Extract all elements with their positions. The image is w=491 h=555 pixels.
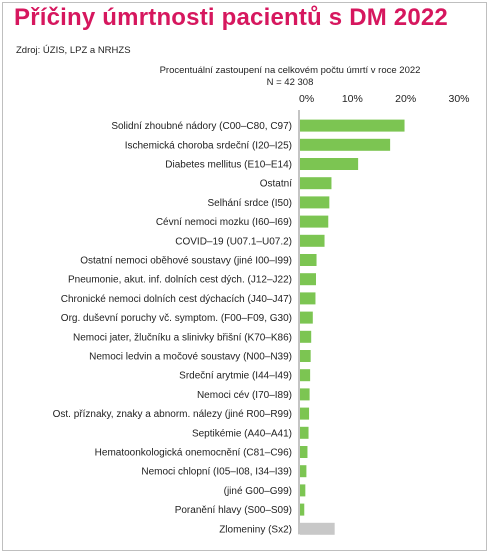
source-note: Zdroj: ÚZIS, LPZ a NRHZS: [16, 45, 131, 56]
bar: [300, 119, 405, 132]
bar: [300, 465, 307, 478]
bar: [300, 407, 310, 420]
category-label: Solidní zhoubné nádory (C00–C80, C97): [111, 121, 292, 132]
category-label: (jiné G00–G99): [224, 486, 292, 497]
bar: [300, 292, 316, 305]
category-label: Nemoci ledvin a močové soustavy (N00–N39…: [89, 352, 292, 363]
category-label: Nemoci jater, žlučníku a slinivky břišní…: [73, 332, 292, 343]
category-label: Nemoci chlopní (I05–I08, I34–I39): [141, 467, 292, 478]
bar: [300, 177, 332, 190]
category-label: Ischemická choroba srdeční (I20–I25): [125, 140, 292, 151]
category-label: Srdeční arytmie (I44–I49): [179, 371, 292, 382]
category-label: COVID–19 (U07.1–U07.2): [175, 236, 292, 247]
x-tick-label: 30%: [448, 93, 469, 105]
chart-sample-size: N = 42 308: [266, 77, 314, 88]
category-label: Zlomeniny (Sx2): [219, 524, 292, 535]
bar: [300, 484, 306, 497]
category-label: Ostatní nemoci oběhové soustavy (jiné I0…: [80, 256, 292, 267]
category-label: Hematoonkologická onemocnění (C81–C96): [95, 448, 292, 459]
x-tick-label: 20%: [395, 93, 416, 105]
page-title: Příčiny úmrtnosti pacientů s DM 2022: [14, 4, 448, 31]
chart-frame: [2, 2, 487, 551]
bar: [300, 273, 316, 286]
category-label: Poranění hlavy (S00–S09): [175, 505, 292, 516]
x-tick-label: 0%: [299, 93, 314, 105]
bar: [300, 330, 312, 343]
bar: [300, 446, 308, 458]
bar: [300, 215, 329, 228]
bar: [300, 522, 335, 535]
category-label: Org. duševní poruchy vč. symptom. (F00–F…: [61, 313, 292, 324]
bar: [300, 254, 317, 266]
chart-title: Procentuální zastoupení na celkovém počt…: [159, 65, 421, 76]
bar: [300, 503, 305, 516]
bar: [300, 369, 311, 382]
category-label: Nemoci cév (I70–I89): [197, 390, 292, 401]
category-label: Ost. příznaky, znaky a abnorm. nálezy (j…: [53, 409, 292, 420]
bar: [300, 158, 359, 170]
x-tick-label: 10%: [342, 93, 363, 105]
category-label: Diabetes mellitus (E10–E14): [165, 160, 292, 171]
bar: [300, 311, 313, 324]
category-label: Ostatní: [260, 179, 292, 190]
bar: [300, 426, 309, 439]
bar: [300, 350, 311, 362]
bar: [300, 234, 325, 247]
category-label: Chronické nemoci dolních cest dýchacích …: [61, 294, 292, 305]
bar: [300, 196, 330, 209]
chart-subtitle-block: Procentuální zastoupení na celkovém počt…: [120, 65, 460, 89]
category-label: Pneumonie, akut. inf. dolních cest dých.…: [68, 275, 292, 286]
category-label: Cévní nemoci mozku (I60–I69): [156, 217, 292, 228]
category-label: Selhání srdce (I50): [208, 198, 293, 209]
bar: [300, 388, 310, 401]
category-label: Septikémie (A40–A41): [192, 428, 292, 439]
bar: [300, 138, 391, 151]
